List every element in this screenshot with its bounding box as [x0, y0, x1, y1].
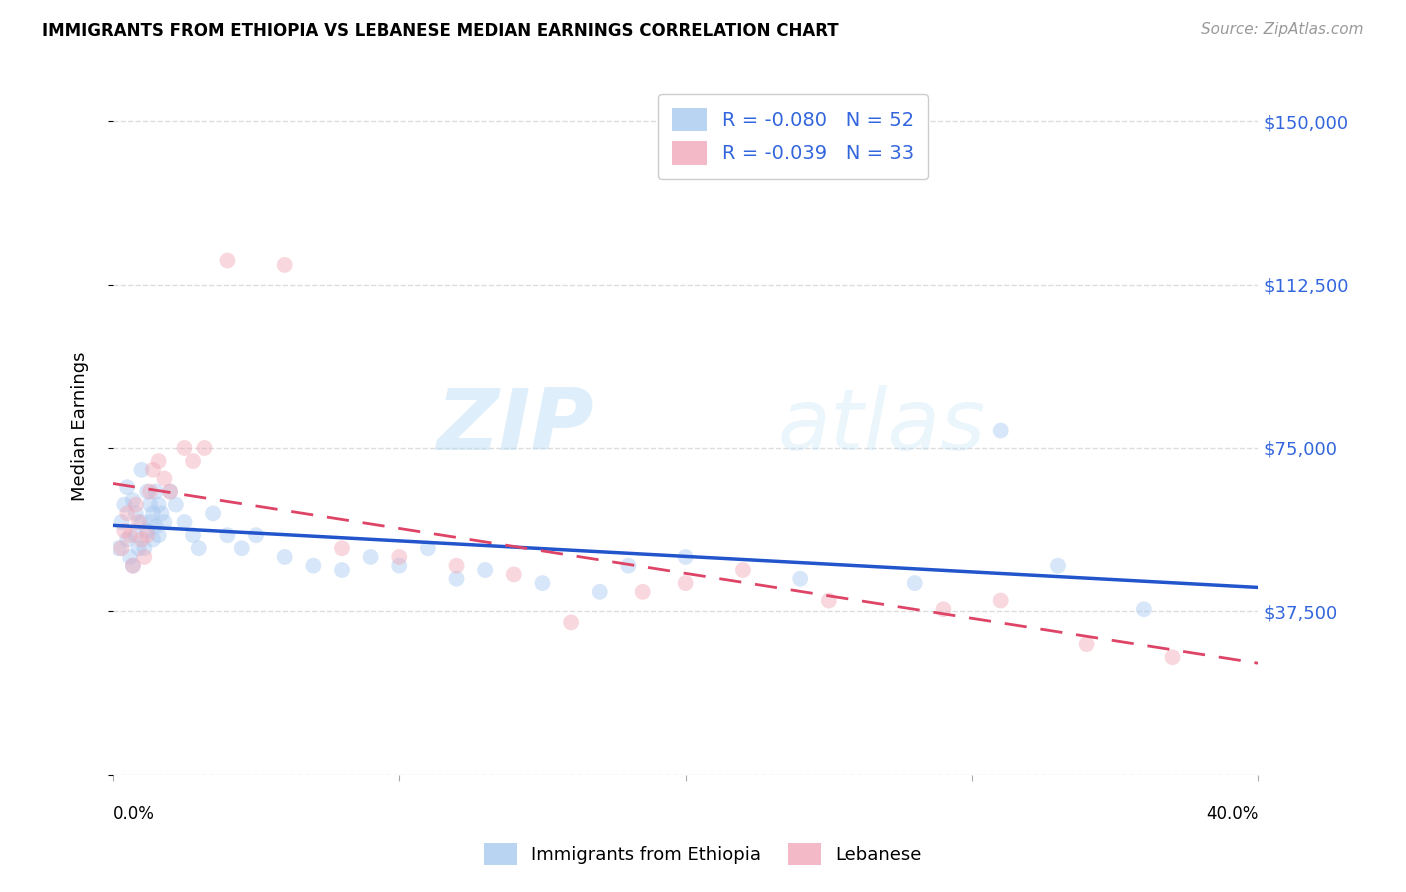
Point [139, 484, 162, 499]
Point [360, 549, 382, 564]
Point [139, 515, 162, 529]
Point [446, 572, 468, 586]
Point [107, 541, 129, 556]
Point [142, 507, 165, 521]
Point [231, 541, 253, 556]
Point [148, 454, 170, 468]
Point [731, 563, 754, 577]
Point [118, 528, 141, 542]
Point [187, 541, 209, 556]
Point [131, 533, 153, 547]
Text: 40.0%: 40.0% [1206, 805, 1258, 823]
Text: 0.0%: 0.0% [112, 805, 155, 823]
Point [131, 515, 153, 529]
Point [675, 576, 697, 591]
Point [150, 507, 173, 521]
Point [502, 567, 524, 582]
Point [388, 558, 411, 573]
Point [631, 584, 654, 599]
Point [217, 528, 239, 542]
Point [153, 471, 176, 485]
Point [474, 563, 496, 577]
Point [181, 454, 204, 468]
Point [118, 549, 141, 564]
Point [388, 549, 411, 564]
Point [148, 528, 170, 542]
Point [115, 507, 138, 521]
Point [122, 558, 145, 573]
Legend: Immigrants from Ethiopia, Lebanese: Immigrants from Ethiopia, Lebanese [475, 834, 931, 874]
Point [193, 441, 215, 455]
Point [1046, 558, 1069, 573]
Point [273, 549, 295, 564]
Text: Source: ZipAtlas.com: Source: ZipAtlas.com [1201, 22, 1364, 37]
Point [122, 558, 145, 573]
Point [589, 584, 612, 599]
Point [115, 533, 138, 547]
Point [789, 572, 811, 586]
Point [122, 493, 145, 508]
Point [110, 541, 132, 556]
Point [131, 463, 153, 477]
Point [932, 602, 955, 616]
Point [134, 549, 156, 564]
Point [159, 484, 181, 499]
Point [165, 498, 187, 512]
Point [159, 484, 181, 499]
Text: atlas: atlas [778, 384, 986, 467]
Point [202, 507, 225, 521]
Point [134, 541, 156, 556]
Point [115, 480, 138, 494]
Point [173, 515, 195, 529]
Point [112, 498, 135, 512]
Point [217, 253, 239, 268]
Point [181, 528, 204, 542]
Point [128, 541, 150, 556]
Legend: R = -0.080   N = 52, R = -0.039   N = 33: R = -0.080 N = 52, R = -0.039 N = 33 [658, 95, 928, 178]
Point [273, 258, 295, 272]
Point [142, 463, 165, 477]
Point [531, 576, 554, 591]
Point [416, 541, 439, 556]
Point [142, 533, 165, 547]
Point [330, 541, 353, 556]
Point [990, 593, 1012, 607]
Point [904, 576, 927, 591]
Point [1161, 650, 1184, 665]
Point [125, 528, 148, 542]
Point [330, 563, 353, 577]
Point [112, 524, 135, 538]
Point [245, 528, 267, 542]
Point [560, 615, 582, 630]
Point [617, 558, 640, 573]
Point [1076, 637, 1098, 651]
Point [446, 558, 468, 573]
Point [110, 515, 132, 529]
Text: ZIP: ZIP [436, 384, 593, 467]
Point [153, 515, 176, 529]
Point [173, 441, 195, 455]
Point [1133, 602, 1156, 616]
Point [125, 498, 148, 512]
Point [136, 528, 159, 542]
Point [302, 558, 325, 573]
Y-axis label: Median Earnings: Median Earnings [72, 351, 89, 501]
Point [136, 524, 159, 538]
Point [125, 507, 148, 521]
Point [675, 549, 697, 564]
Text: IMMIGRANTS FROM ETHIOPIA VS LEBANESE MEDIAN EARNINGS CORRELATION CHART: IMMIGRANTS FROM ETHIOPIA VS LEBANESE MED… [42, 22, 839, 40]
Point [145, 484, 167, 499]
Point [990, 424, 1012, 438]
Point [136, 484, 159, 499]
Point [818, 593, 841, 607]
Point [139, 498, 162, 512]
Point [148, 498, 170, 512]
Point [128, 515, 150, 529]
Point [145, 519, 167, 533]
